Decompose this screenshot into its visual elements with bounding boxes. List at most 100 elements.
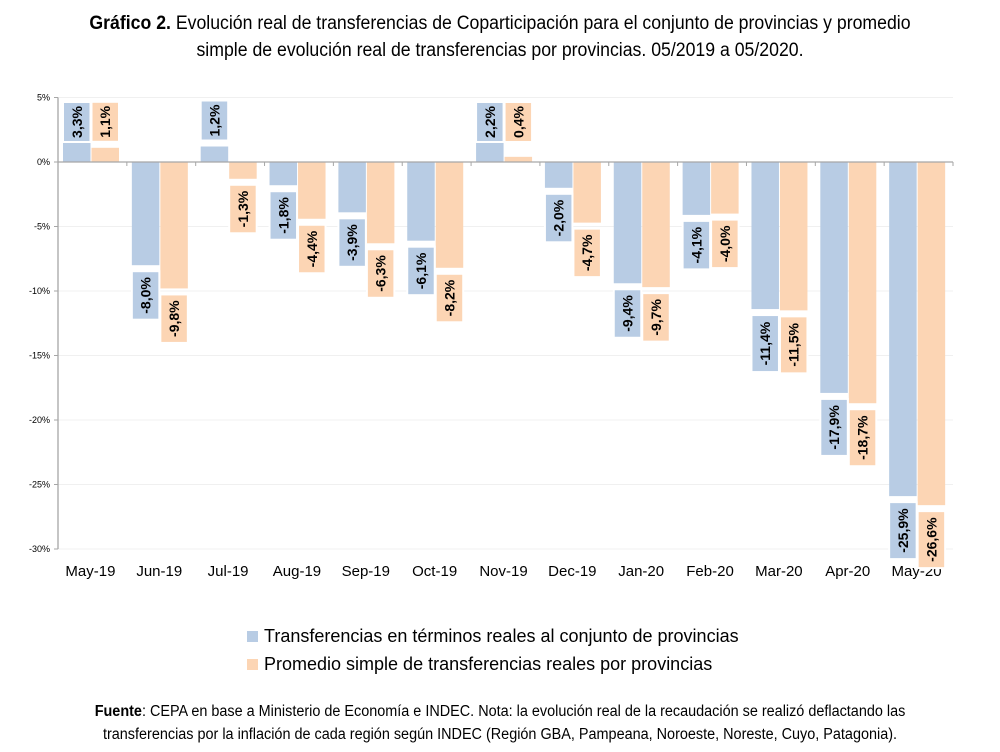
bar-series-2 — [160, 162, 188, 289]
data-label-box — [612, 288, 643, 339]
data-label-box — [641, 292, 671, 343]
title-line-1: Gráfico 2. Evolución real de transferenc… — [35, 10, 965, 37]
bar-series-1 — [613, 162, 642, 284]
x-tick-label: Feb-20 — [686, 563, 734, 580]
x-tick-label: Apr-20 — [825, 563, 870, 580]
bar-series-2 — [848, 162, 877, 404]
data-label: -1,3% — [235, 190, 251, 227]
footer-source-label: Fuente — [94, 703, 142, 720]
y-tick-label: -30% — [29, 544, 50, 554]
data-label: -4,0% — [717, 225, 733, 262]
data-label: -18,7% — [855, 415, 871, 460]
data-label: 1,1% — [97, 105, 113, 137]
data-label: 1,2% — [206, 104, 222, 136]
bar-chart: 5% 0% -5% -10% -15% -20% -25% -30% May-19 Jun-19 J… — [29, 93, 954, 580]
data-label: -11,5% — [786, 323, 802, 367]
title-line-2: simple de evolución real de transferenci… — [196, 40, 804, 61]
bar-series-1 — [407, 162, 435, 241]
data-label-box — [572, 227, 602, 279]
bar-series-1 — [889, 162, 917, 497]
data-label: -4,7% — [579, 234, 595, 271]
bar-series-1 — [338, 162, 366, 213]
data-label-box — [90, 100, 120, 143]
data-label: -9,7% — [648, 299, 664, 336]
bar-series-2 — [504, 156, 533, 162]
legend-item-series-2: Promedio simple de transferencias reales… — [247, 650, 739, 678]
footer-line-1-text: : CEPA en base a Ministerio de Economía … — [141, 703, 906, 720]
bar-series-1 — [682, 162, 711, 215]
title-line-1-text: Evolución real de transferencias de Copa… — [170, 13, 911, 34]
data-labels: 3,3% -8,0% 1,2% -1,8% -3,9% -6,1% 2,2% -2,0% -9,… — [62, 99, 947, 570]
x-tick-label: Mar-20 — [755, 563, 803, 580]
bar-series-2 — [366, 162, 395, 244]
data-label-box — [159, 293, 189, 344]
y-tick-label: -15% — [29, 351, 50, 361]
data-label-box — [681, 219, 712, 271]
data-label-box — [406, 245, 436, 297]
x-tick-label: Oct-19 — [412, 563, 457, 580]
x-tick-label: Jul-19 — [208, 563, 249, 580]
x-tick-label: Sep-19 — [342, 563, 390, 580]
bar-series-2 — [573, 162, 601, 223]
bar-series-2 — [917, 162, 946, 506]
footer-line-2: transferencias por la inflación de cada … — [102, 726, 898, 743]
legend-swatch-series-2 — [247, 658, 258, 670]
data-label: -4,1% — [688, 226, 704, 263]
bar-series-1 — [269, 162, 298, 186]
bar-series-2 — [642, 162, 670, 288]
footer-note: Fuente: CEPA en base a Ministerio de Eco… — [35, 700, 965, 746]
bar-series-2 — [91, 147, 119, 162]
legend-swatch-series-1 — [247, 630, 258, 642]
axes: 5% 0% -5% -10% -15% -20% -25% -30% May-19 Jun-19 J… — [29, 93, 954, 580]
legend-item-series-1: Transferencias en términos reales al con… — [247, 622, 739, 650]
y-tick-label: 5% — [37, 93, 50, 103]
data-label-box — [778, 315, 809, 375]
data-label-box — [888, 501, 918, 561]
y-tick-label: 0% — [37, 157, 50, 167]
data-label-box — [847, 408, 878, 468]
footer-line-1: Fuente: CEPA en base a Ministerio de Eco… — [35, 700, 965, 723]
chart-title: Gráfico 2. Evolución real de transferenc… — [35, 10, 965, 64]
bar-series-2 — [298, 162, 326, 219]
data-label: 3,3% — [69, 105, 85, 137]
bar-series-1 — [200, 146, 229, 162]
x-tick-label: Jan-20 — [618, 563, 664, 580]
data-label: -8,2% — [441, 279, 457, 316]
data-label-box — [434, 272, 465, 324]
bar-series-2 — [229, 162, 257, 179]
data-label: -2,0% — [551, 199, 567, 236]
bars — [63, 119, 946, 506]
data-label: -9,8% — [166, 300, 182, 337]
y-tick-label: -5% — [34, 222, 50, 232]
legend-label-series-2: Promedio simple de transferencias reales… — [264, 654, 713, 674]
data-label: -6,1% — [413, 252, 429, 289]
data-label-box — [268, 190, 299, 241]
y-tick-label: -10% — [29, 286, 50, 296]
data-label: 0,4% — [510, 105, 526, 137]
data-label: 2,2% — [482, 105, 498, 137]
data-label: -25,9% — [895, 508, 911, 553]
bar-series-1 — [131, 162, 160, 266]
data-label-box — [228, 183, 258, 235]
bar-series-2 — [435, 162, 464, 268]
data-label-box — [543, 192, 574, 244]
bar-series-2 — [711, 162, 739, 214]
x-tick-label: May-19 — [65, 563, 115, 580]
data-label-box — [337, 217, 367, 268]
data-label-box — [297, 223, 327, 275]
data-label: -6,3% — [373, 255, 389, 292]
data-label: -11,4% — [757, 321, 773, 365]
x-tick-label: Dec-19 — [548, 563, 596, 580]
data-label: -3,9% — [344, 224, 360, 261]
bar-series-1 — [751, 162, 779, 310]
data-label-box — [199, 99, 230, 142]
bar-series-1 — [820, 162, 848, 393]
x-tick-label: Aug-19 — [273, 563, 321, 580]
data-label-box — [365, 248, 396, 299]
legend-label-series-1: Transferencias en términos reales al con… — [264, 626, 739, 646]
data-label-box — [710, 218, 740, 270]
title-bold: Gráfico 2. — [89, 13, 171, 34]
bar-series-1 — [544, 162, 573, 188]
y-tick-label: -20% — [29, 415, 50, 425]
data-label: -26,6% — [923, 517, 939, 562]
